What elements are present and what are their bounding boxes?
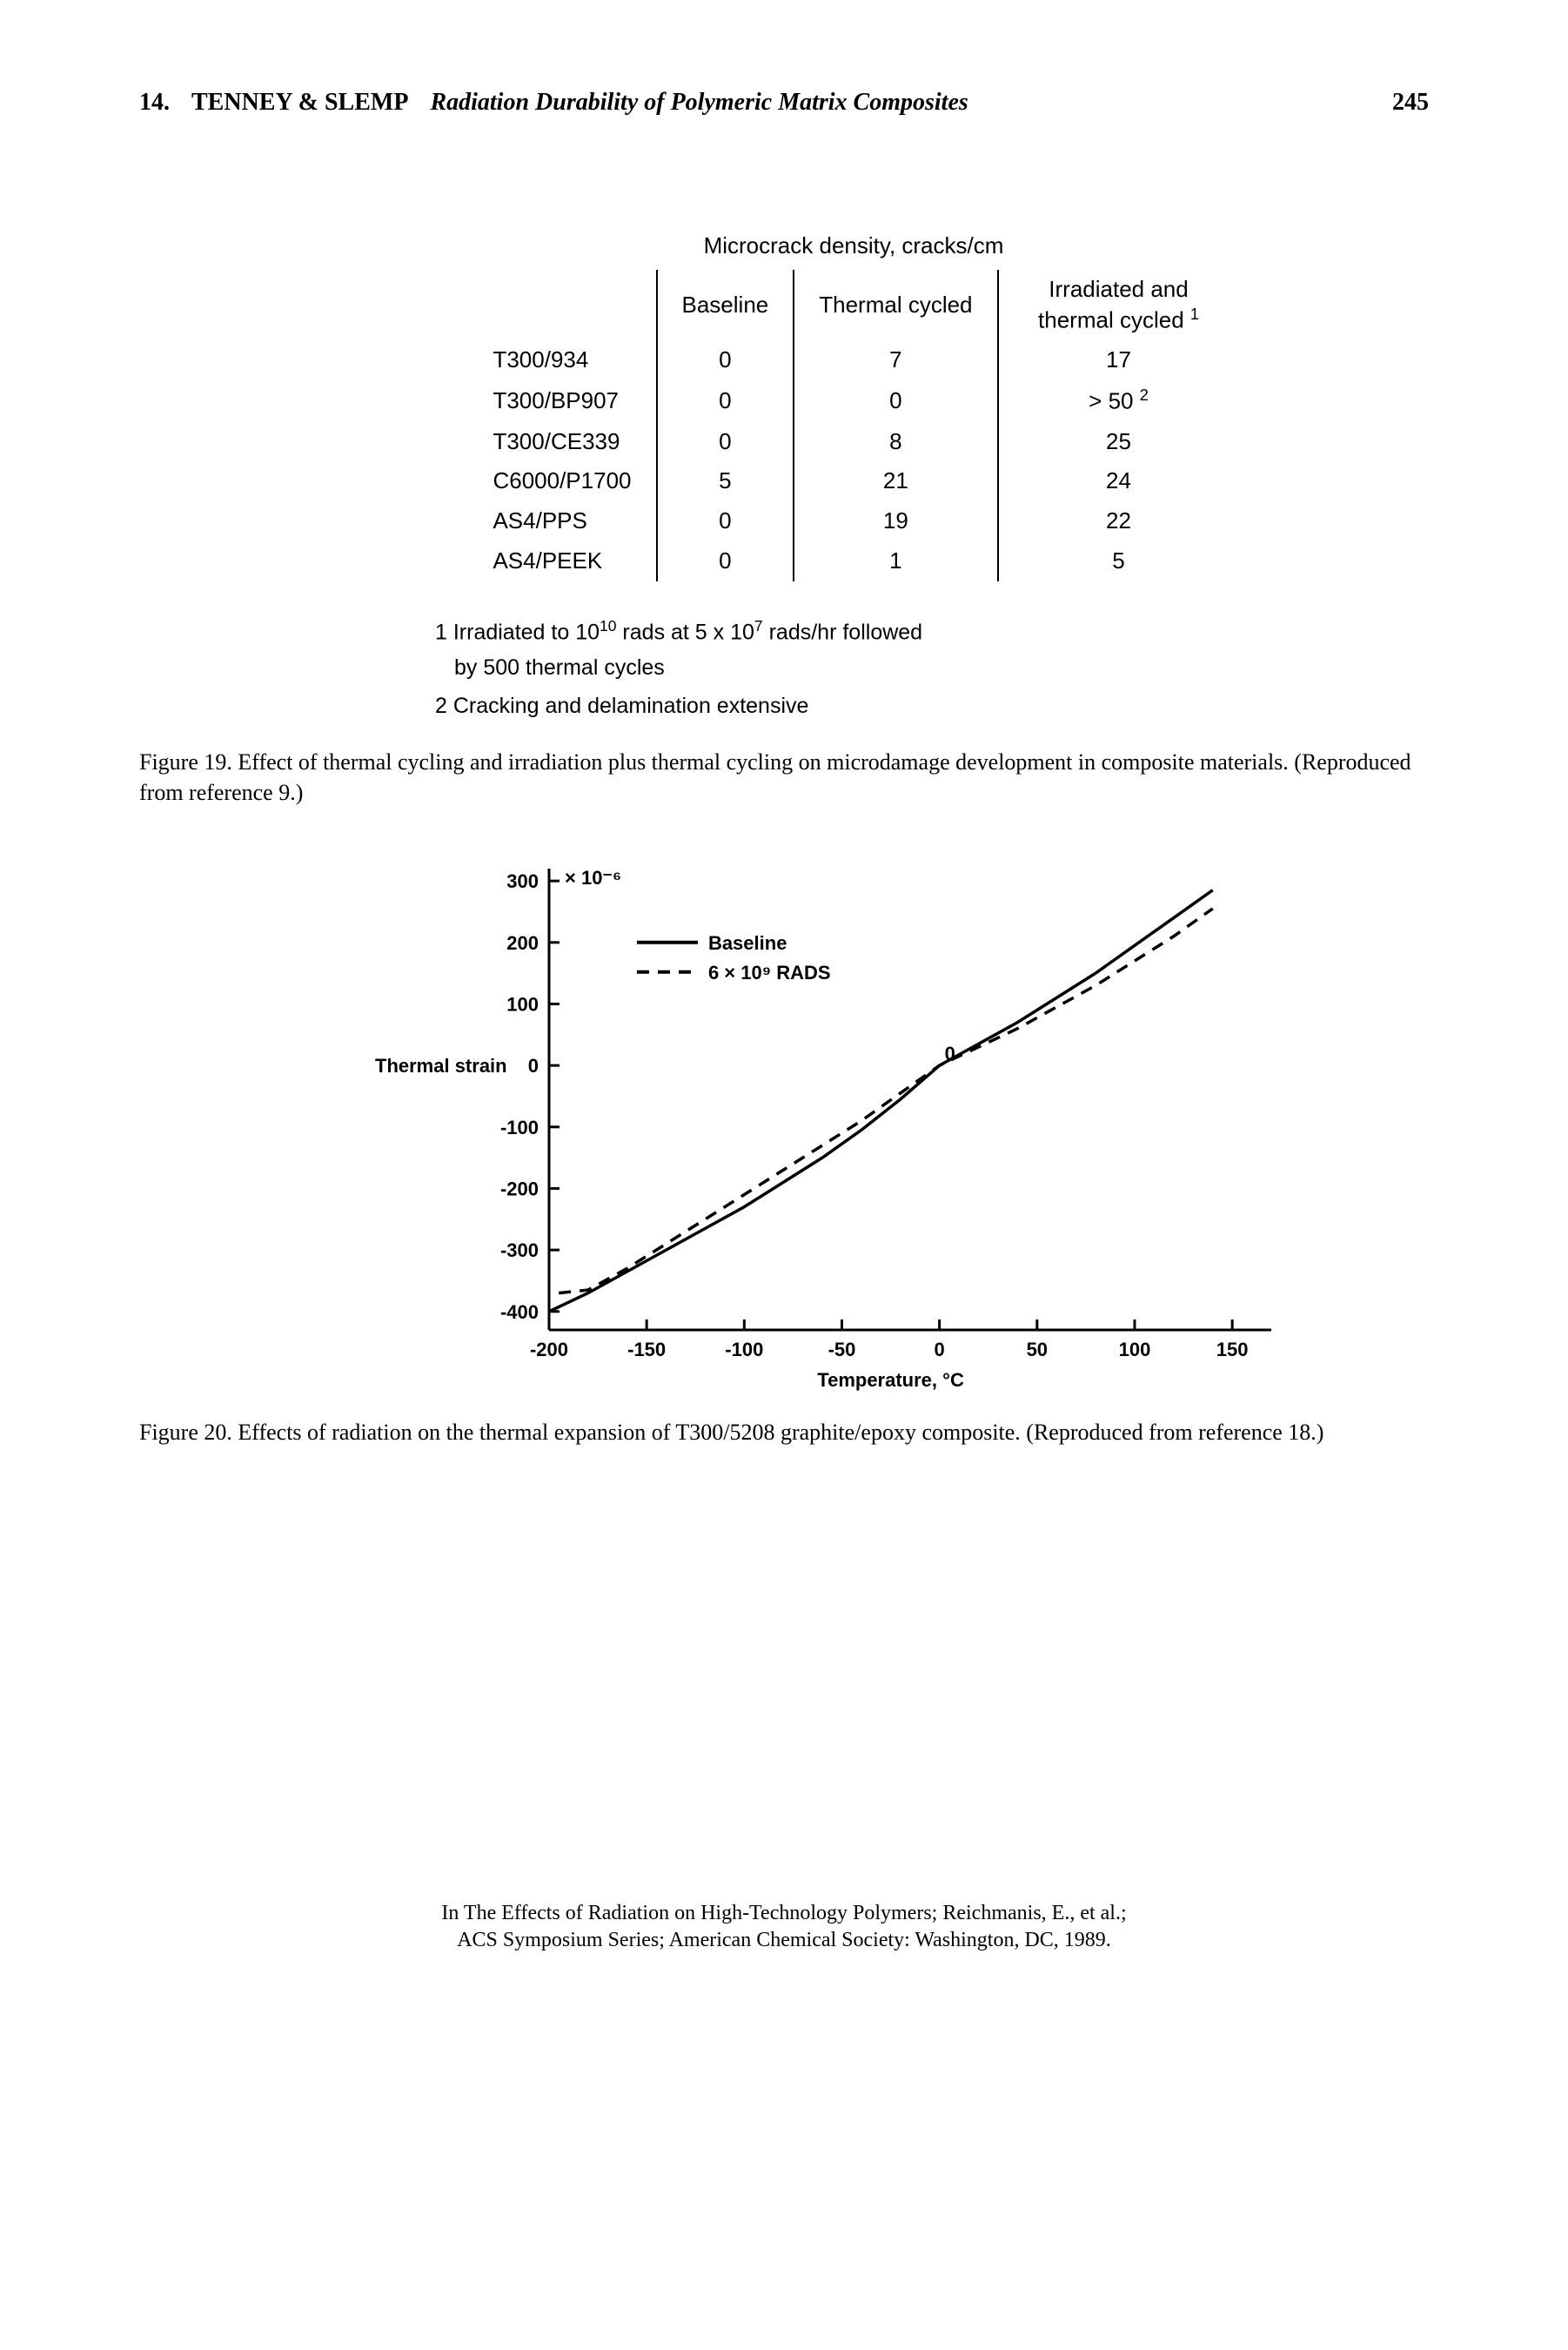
chapter-number: 14. (139, 87, 170, 118)
page-footer: In The Effects of Radiation on High-Tech… (139, 1900, 1429, 1954)
table-cell: 0 (657, 501, 794, 541)
table-cell: T300/BP907 (468, 380, 656, 421)
svg-text:-50: -50 (828, 1339, 856, 1360)
table-header: Baseline (657, 270, 794, 340)
thermal-strain-chart: -400 -300 -200 -100 0 100 200 300 -200 -150 -100 -5… (349, 843, 1306, 1400)
svg-text:50: 50 (1027, 1339, 1048, 1360)
svg-text:Thermal strain: Thermal strain (375, 1055, 507, 1077)
table-header: Thermal cycled (794, 270, 997, 340)
header-left: 14. TENNEY & SLEMP Radiation Durability … (139, 87, 968, 118)
svg-text:100: 100 (506, 993, 539, 1015)
table-cell: > 50 2 (998, 380, 1239, 421)
table-cell: 17 (998, 340, 1239, 380)
table-cell: AS4/PPS (468, 501, 656, 541)
microcrack-table: BaselineThermal cycledIrradiated and the… (468, 270, 1238, 581)
svg-text:-400: -400 (500, 1301, 539, 1323)
table-cell: 0 (657, 422, 794, 462)
svg-text:-100: -100 (725, 1339, 763, 1360)
footnote-1: 1 Irradiated to 1010 rads at 5 x 107 rad… (435, 616, 1429, 647)
table-cell: 21 (794, 461, 997, 501)
header-authors: TENNEY & SLEMP (191, 87, 408, 118)
figure-20-caption: Figure 20. Effects of radiation on the t… (139, 1417, 1429, 1447)
table-cell: 24 (998, 461, 1239, 501)
table-cell: 0 (657, 380, 794, 421)
svg-text:300: 300 (506, 870, 539, 892)
table-title: Microcrack density, cracks/cm (278, 232, 1429, 261)
footer-line1: In The Effects of Radiation on High-Tech… (139, 1900, 1429, 1927)
svg-text:Temperature, °C: Temperature, °C (817, 1369, 964, 1391)
svg-text:200: 200 (506, 932, 539, 954)
svg-text:0: 0 (528, 1055, 539, 1077)
svg-text:0: 0 (945, 1043, 955, 1064)
svg-text:× 10⁻⁶: × 10⁻⁶ (565, 867, 621, 889)
svg-text:150: 150 (1216, 1339, 1249, 1360)
header-title: Radiation Durability of Polymeric Matrix… (430, 87, 968, 118)
page-header: 14. TENNEY & SLEMP Radiation Durability … (139, 87, 1429, 118)
table-cell: 5 (657, 461, 794, 501)
svg-text:100: 100 (1119, 1339, 1151, 1360)
table-row: T300/BP90700> 50 2 (468, 380, 1238, 421)
table-header (468, 270, 656, 340)
table-header: Irradiated and thermal cycled 1 (998, 270, 1239, 340)
table-cell: 0 (657, 541, 794, 581)
svg-text:0: 0 (935, 1339, 945, 1360)
table-cell: T300/CE339 (468, 422, 656, 462)
svg-text:Baseline: Baseline (708, 932, 787, 954)
table-cell: 0 (657, 340, 794, 380)
table-cell: 5 (998, 541, 1239, 581)
svg-text:-200: -200 (530, 1339, 568, 1360)
table-cell: T300/934 (468, 340, 656, 380)
svg-text:6 × 10⁹ RADS: 6 × 10⁹ RADS (708, 962, 831, 984)
table-cell: AS4/PEEK (468, 541, 656, 581)
svg-text:-200: -200 (500, 1178, 539, 1199)
table-cell: C6000/P1700 (468, 461, 656, 501)
table-row: C6000/P170052124 (468, 461, 1238, 501)
table-cell: 7 (794, 340, 997, 380)
table-cell: 0 (794, 380, 997, 421)
table-row: T300/CE3390825 (468, 422, 1238, 462)
table-row: AS4/PEEK015 (468, 541, 1238, 581)
table-cell: 8 (794, 422, 997, 462)
table-row: T300/9340717 (468, 340, 1238, 380)
figure-20-chart: -400 -300 -200 -100 0 100 200 300 -200 -150 -100 -5… (349, 843, 1219, 1400)
svg-text:-150: -150 (627, 1339, 666, 1360)
figure-19-caption: Figure 19. Effect of thermal cycling and… (139, 747, 1429, 808)
page-number: 245 (1392, 87, 1429, 118)
svg-text:-300: -300 (500, 1239, 539, 1261)
table-cell: 19 (794, 501, 997, 541)
svg-text:-100: -100 (500, 1117, 539, 1138)
table-cell: 1 (794, 541, 997, 581)
footer-line2: ACS Symposium Series; American Chemical … (139, 1927, 1429, 1954)
table-cell: 22 (998, 501, 1239, 541)
table-cell: 25 (998, 422, 1239, 462)
table-footnotes: 1 Irradiated to 1010 rads at 5 x 107 rad… (435, 616, 1429, 721)
microcrack-table-block: Microcrack density, cracks/cm BaselineTh… (278, 232, 1429, 581)
table-row: AS4/PPS01922 (468, 501, 1238, 541)
footnote-1b: by 500 thermal cycles (435, 654, 1429, 682)
footnote-2: 2 Cracking and delamination extensive (435, 692, 1429, 721)
